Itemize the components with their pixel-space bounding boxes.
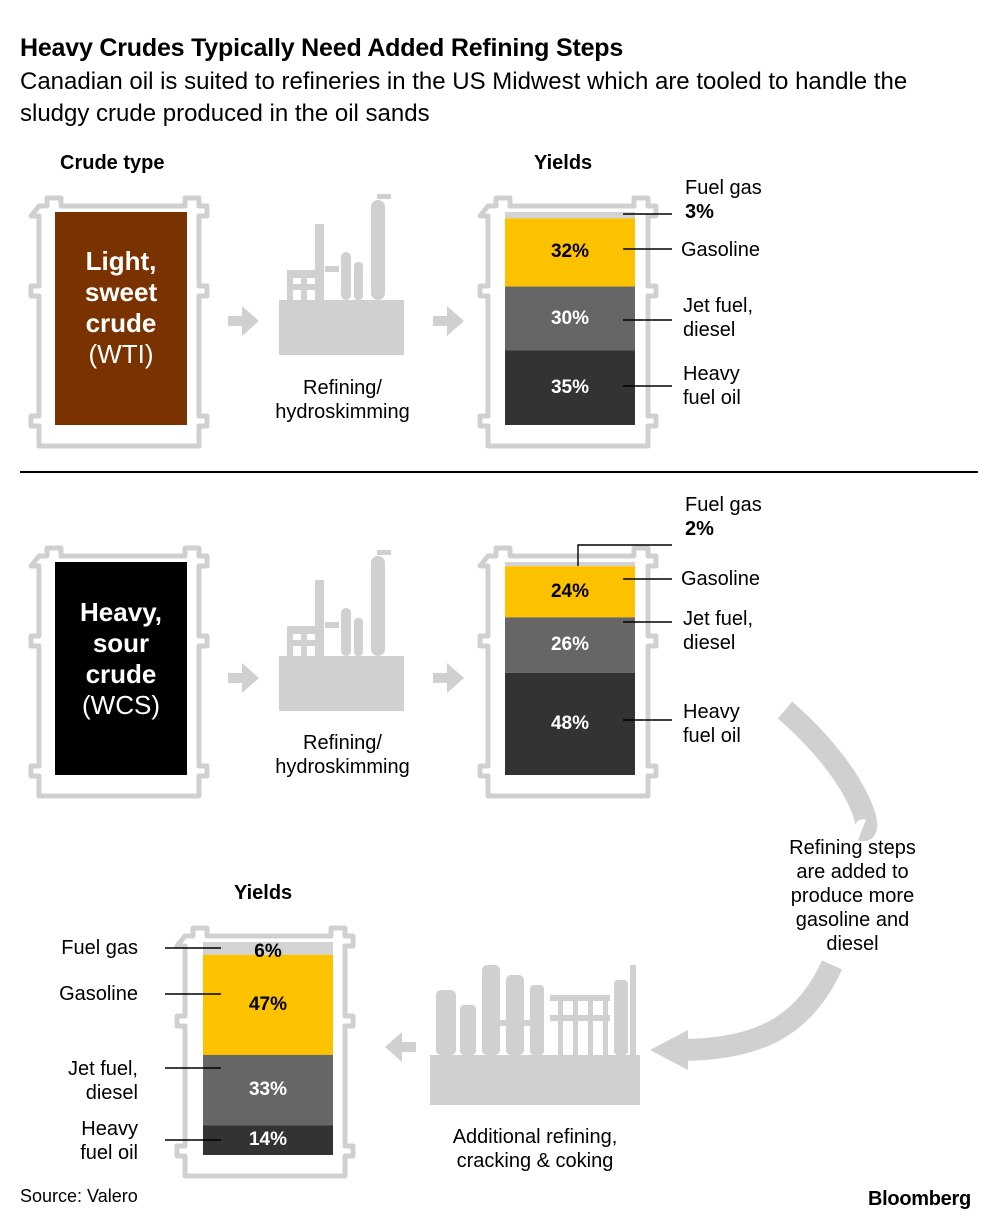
heavy-crude-name-line3: crude (85, 659, 157, 689)
process-label-additional-line1: Additional refining, (452, 1126, 618, 1148)
heavy-pct-jet-fuel-diesel: 26% (550, 634, 590, 656)
heavy-crude-fill (55, 562, 187, 775)
process-label-light-line1: Refining/ (303, 377, 382, 399)
leaders-upgraded (165, 947, 221, 1141)
arc-note-line4: gasoline and (795, 909, 910, 931)
heavy-label-jet: Jet fuel, diesel (683, 607, 753, 655)
heavy-segment-jet-fuel-diesel (505, 617, 635, 673)
leaders-light (623, 213, 672, 387)
process-label-heavy-line1: Refining/ (303, 732, 382, 754)
header-yields-upgraded: Yields (234, 882, 293, 904)
yields-bar-heavy (505, 562, 635, 775)
upgraded-pct-heavy-fuel-oil: 14% (248, 1129, 288, 1151)
light-segment-gasoline (505, 218, 635, 287)
light-crude-name-line2: sweet (84, 277, 158, 307)
light-segment-heavy-fuel-oil (505, 350, 635, 425)
arc-arrow-top (777, 701, 878, 842)
heavy-segment-fuel-gas (505, 562, 635, 567)
heavy-label-fuel-gas-name: Fuel gas (685, 494, 762, 516)
upgraded-label-jet-line2: diesel (85, 1082, 138, 1104)
section-divider (20, 471, 978, 473)
heavy-label-jet-line1: Jet fuel, (683, 608, 754, 630)
light-label-fuel-gas-name: Fuel gas (685, 177, 762, 199)
heavy-pct-gasoline: 24% (550, 580, 590, 602)
upgraded-pct-jet-fuel-diesel: 33% (248, 1079, 288, 1101)
arc-note: Refining steps are added to produce more… (760, 836, 945, 956)
light-label-fuel-gas: Fuel gas 3% (685, 176, 762, 224)
heavy-crude-label: Heavy, sour crude (WCS) (55, 597, 187, 721)
light-label-jet: Jet fuel, diesel (683, 294, 753, 342)
upgraded-segment-fuel-gas (203, 942, 333, 955)
heavy-crude-name-line2: sour (92, 628, 150, 658)
process-label-light-line2: hydroskimming (275, 401, 410, 423)
yields-bar-light (505, 212, 635, 425)
upgraded-segment-jet-fuel-diesel (203, 1054, 333, 1126)
process-label-additional: Additional refining, cracking & coking (420, 1125, 650, 1173)
heavy-label-gasoline: Gasoline (681, 568, 760, 590)
light-pct-jet-fuel-diesel: 30% (550, 307, 590, 329)
upgraded-label-jet-line1: Jet fuel, (67, 1058, 138, 1080)
light-crude-label: Light, sweet crude (WTI) (55, 246, 187, 370)
header-yields-light: Yields (534, 152, 593, 174)
page-title: Heavy Crudes Typically Need Added Refini… (20, 34, 624, 62)
light-label-gasoline: Gasoline (681, 239, 760, 261)
light-pct-heavy-fuel-oil: 35% (550, 376, 590, 398)
light-segment-fuel-gas (505, 212, 635, 219)
header-crude-type: Crude type (60, 152, 165, 174)
upgraded-pct-gasoline: 47% (248, 993, 288, 1015)
process-label-heavy: Refining/ hydroskimming (250, 731, 435, 779)
heavy-label-heavy-line1: Heavy (683, 701, 740, 723)
page-subtitle: Canadian oil is suited to refineries in … (20, 68, 908, 127)
process-label-heavy-line2: hydroskimming (275, 756, 410, 778)
upgraded-label-heavy: Heavy fuel oil (20, 1117, 138, 1165)
heavy-segment-heavy-fuel-oil (505, 672, 635, 775)
upgraded-label-heavy-line1: Heavy (81, 1118, 138, 1140)
heavy-leader-fuel-gas-elbow (577, 544, 672, 566)
light-value-fuel-gas: 3% (685, 201, 714, 223)
upgraded-label-jet: Jet fuel, diesel (20, 1057, 138, 1105)
arc-arrow-head (650, 1030, 688, 1070)
arc-note-line2: are added to (796, 861, 909, 883)
upgraded-label-gasoline: Gasoline (59, 983, 138, 1005)
arc-note-line5: diesel (826, 933, 879, 955)
light-label-heavy-line1: Heavy (683, 363, 740, 385)
upgraded-label-fuel-gas: Fuel gas (61, 937, 138, 959)
arc-note-line1: Refining steps (789, 837, 916, 859)
heavy-crude-code: (WCS) (82, 690, 160, 720)
light-label-heavy-line2: fuel oil (683, 387, 741, 409)
light-label-jet-line1: Jet fuel, (683, 295, 754, 317)
heavy-crude-name-line1: Heavy, (80, 597, 162, 627)
light-crude-name-line1: Light, (85, 246, 157, 276)
heavy-label-heavy: Heavy fuel oil (683, 700, 741, 748)
heavy-label-jet-line2: diesel (683, 632, 736, 654)
heavy-value-fuel-gas: 2% (685, 518, 714, 540)
heavy-label-fuel-gas: Fuel gas 2% (685, 493, 762, 541)
heavy-pct-heavy-fuel-oil: 48% (550, 712, 590, 734)
arc-note-line3: produce more (790, 885, 915, 907)
light-crude-code: (WTI) (88, 339, 154, 369)
light-pct-gasoline: 32% (550, 241, 590, 263)
leaders-heavy (577, 544, 672, 721)
light-segment-jet-fuel-diesel (505, 286, 635, 351)
upgraded-segment-gasoline (203, 954, 333, 1055)
upgraded-segment-heavy-fuel-oil (203, 1125, 333, 1155)
upgraded-pct-fuel-gas: 6% (254, 941, 282, 962)
brand-logo: Bloomberg (868, 1188, 971, 1210)
light-crude-fill (55, 212, 187, 425)
yields-bar-upgraded (203, 942, 333, 1155)
heavy-label-heavy-line2: fuel oil (683, 725, 741, 747)
upgraded-label-heavy-line2: fuel oil (80, 1142, 138, 1164)
arc-arrow-bottom (679, 960, 843, 1061)
source-note: Source: Valero (20, 1186, 138, 1206)
process-label-light: Refining/ hydroskimming (250, 376, 435, 424)
heavy-segment-gasoline (505, 566, 635, 618)
process-label-additional-line2: cracking & coking (456, 1150, 614, 1172)
light-label-jet-line2: diesel (683, 319, 736, 341)
light-crude-name-line3: crude (85, 308, 157, 338)
light-label-heavy: Heavy fuel oil (683, 362, 741, 410)
